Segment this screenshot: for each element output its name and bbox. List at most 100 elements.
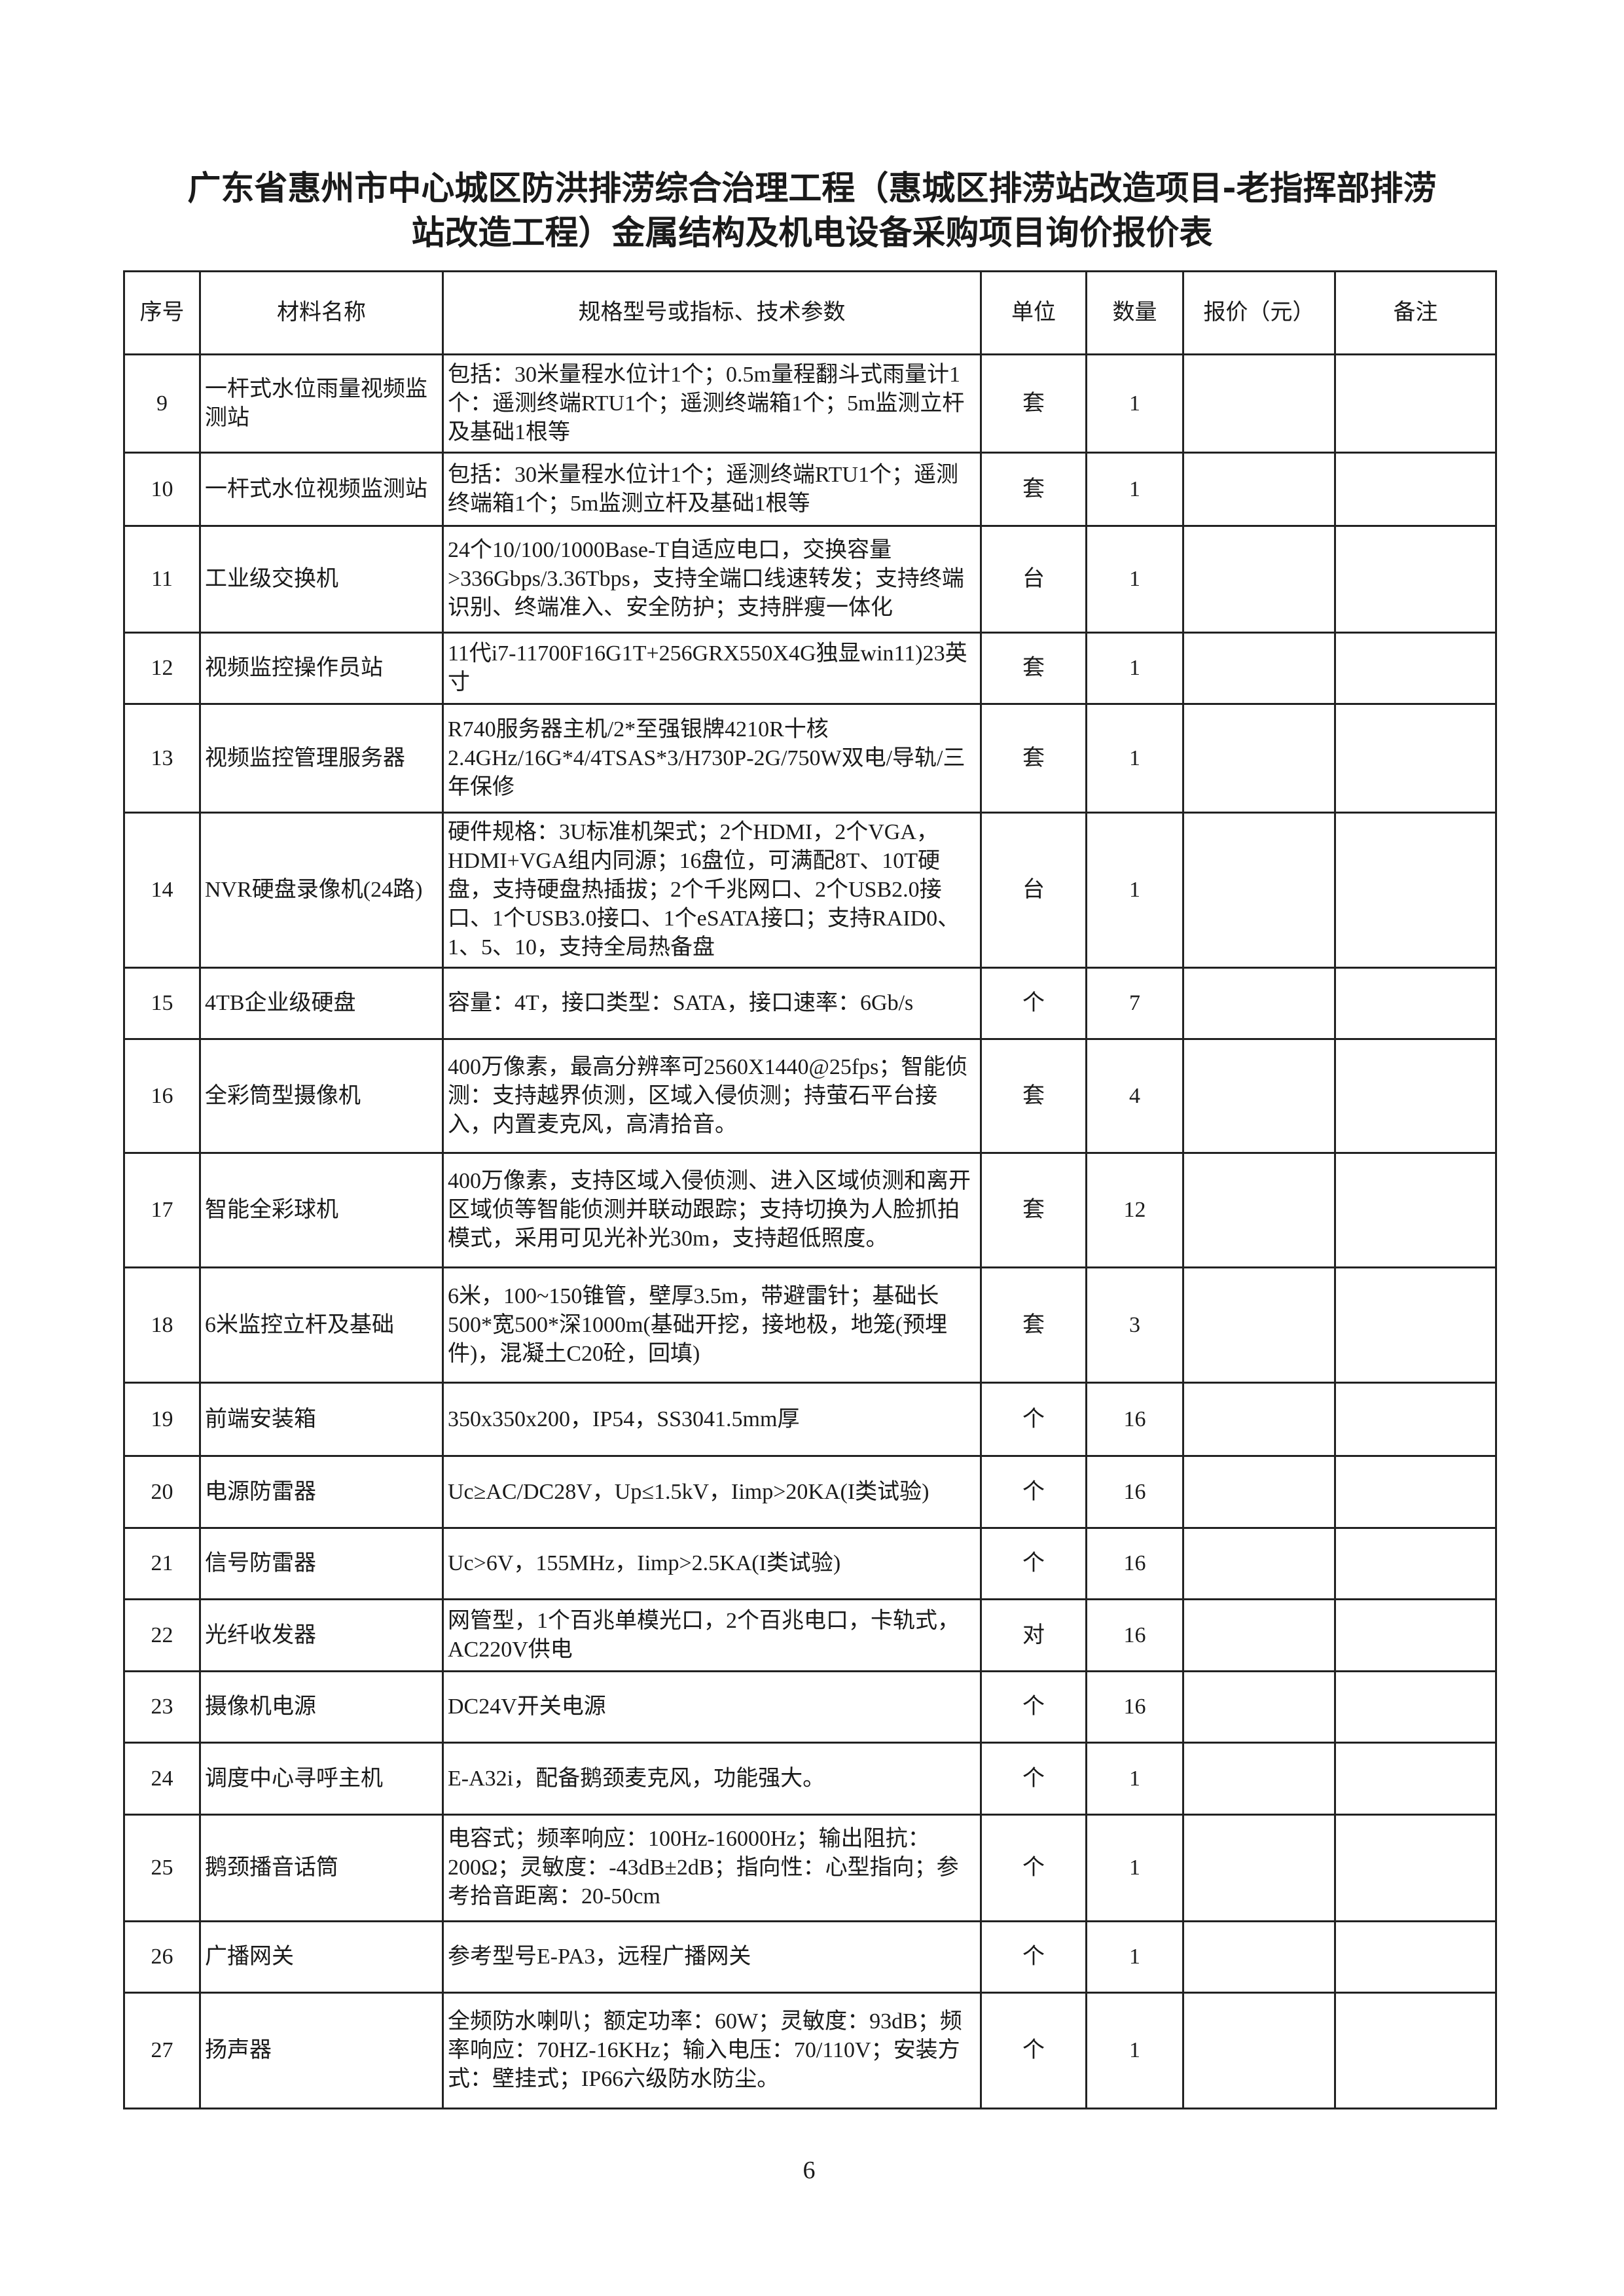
table-row: 17 智能全彩球机 400万像素，支持区域入侵侦测、进入区域侦测和离开区域侦等智能侦… [123, 1152, 1497, 1268]
table-row: 14 NVR硬盘录像机(24路) 硬件规格：3U标准机架式；2个HDMI，2个VGA… [123, 812, 1497, 969]
price-cell[interactable] [1182, 703, 1336, 814]
row-number: 9 [123, 353, 201, 454]
spec-text: R740服务器主机/2*至强银牌4210R十核2.4GHz/16G*4/4TSA… [442, 703, 982, 814]
price-cell[interactable] [1182, 1038, 1336, 1154]
note-cell[interactable] [1334, 1527, 1497, 1600]
price-cell[interactable] [1182, 1266, 1336, 1384]
row-number: 17 [123, 1152, 201, 1268]
row-number: 24 [123, 1742, 201, 1816]
spec-text: 400万像素，支持区域入侵侦测、进入区域侦测和离开区域侦等智能侦测并联动跟踪；支… [442, 1152, 982, 1268]
quantity: 1 [1085, 632, 1184, 705]
quantity: 16 [1085, 1382, 1184, 1457]
unit: 个 [980, 1670, 1087, 1744]
note-cell[interactable] [1334, 1038, 1497, 1154]
quantity: 1 [1085, 1920, 1184, 1994]
price-cell[interactable] [1182, 525, 1336, 634]
note-cell[interactable] [1334, 1382, 1497, 1457]
spec-text: 350x350x200，IP54，SS3041.5mm厚 [442, 1382, 982, 1457]
note-cell[interactable] [1334, 1455, 1497, 1529]
note-cell[interactable] [1334, 1742, 1497, 1816]
quantity: 1 [1085, 1814, 1184, 1922]
unit: 个 [980, 1527, 1087, 1600]
note-cell[interactable] [1334, 353, 1497, 454]
price-cell[interactable] [1182, 1152, 1336, 1268]
note-cell[interactable] [1334, 1814, 1497, 1922]
price-cell[interactable] [1182, 967, 1336, 1040]
table-row: 25 鹅颈播音话筒 电容式；频率响应：100Hz-16000Hz；输出阻抗：200Ω… [123, 1814, 1497, 1922]
price-cell[interactable] [1182, 1992, 1336, 2109]
unit: 个 [980, 1382, 1087, 1457]
spec-text: DC24V开关电源 [442, 1670, 982, 1744]
note-cell[interactable] [1334, 703, 1497, 814]
material-name: 智能全彩球机 [199, 1152, 444, 1268]
table-row: 15 4TB企业级硬盘 容量：4T，接口类型：SATA，接口速率：6Gb/s 个 7 [123, 967, 1497, 1040]
price-cell[interactable] [1182, 1455, 1336, 1529]
note-cell[interactable] [1334, 1670, 1497, 1744]
unit: 套 [980, 1038, 1087, 1154]
material-name: 扬声器 [199, 1992, 444, 2109]
price-cell[interactable] [1182, 1527, 1336, 1600]
row-number: 15 [123, 967, 201, 1040]
quantity: 1 [1085, 525, 1184, 634]
material-name: 视频监控管理服务器 [199, 703, 444, 814]
document-title-line-1: 广东省惠州市中心城区防洪排涝综合治理工程（惠城区排涝站改造项目-老指挥部排涝 [187, 170, 1437, 208]
header-spec: 规格型号或指标、技术参数 [442, 270, 982, 355]
note-cell[interactable] [1334, 1598, 1497, 1672]
note-cell[interactable] [1334, 1152, 1497, 1268]
header-price: 报价（元） [1182, 270, 1336, 355]
unit: 个 [980, 1992, 1087, 2109]
header-unit: 单位 [980, 270, 1087, 355]
price-cell[interactable] [1182, 452, 1336, 527]
row-number: 18 [123, 1266, 201, 1384]
table-row: 13 视频监控管理服务器 R740服务器主机/2*至强银牌4210R十核2.4GHz… [123, 703, 1497, 814]
spec-text: Uc≥AC/DC28V，Up≤1.5kV，Iimp>20KA(I类试验) [442, 1455, 982, 1529]
row-number: 13 [123, 703, 201, 814]
row-number: 19 [123, 1382, 201, 1457]
row-number: 26 [123, 1920, 201, 1994]
table-row: 10 一杆式水位视频监测站 包括：30米量程水位计1个；遥测终端RTU1个；遥测终端… [123, 452, 1497, 527]
price-cell[interactable] [1182, 1670, 1336, 1744]
table-row: 24 调度中心寻呼主机 E-A32i，配备鹅颈麦克风，功能强大。个 1 [123, 1742, 1497, 1816]
row-number: 25 [123, 1814, 201, 1922]
row-number: 21 [123, 1527, 201, 1600]
table-row: 9 一杆式水位雨量视频监测站 包括：30米量程水位计1个；0.5m量程翻斗式雨量计1… [123, 353, 1497, 454]
price-cell[interactable] [1182, 1598, 1336, 1672]
price-cell[interactable] [1182, 812, 1336, 969]
spec-text: 网管型，1个百兆单模光口，2个百兆电口，卡轨式，AC220V供电 [442, 1598, 982, 1672]
price-cell[interactable] [1182, 1814, 1336, 1922]
material-name: 信号防雷器 [199, 1527, 444, 1600]
material-name: 摄像机电源 [199, 1670, 444, 1744]
price-cell[interactable] [1182, 1920, 1336, 1994]
note-cell[interactable] [1334, 967, 1497, 1040]
material-name: 全彩筒型摄像机 [199, 1038, 444, 1154]
spec-text: 电容式；频率响应：100Hz-16000Hz；输出阻抗：200Ω；灵敏度：-43… [442, 1814, 982, 1922]
quantity: 1 [1085, 1992, 1184, 2109]
price-cell[interactable] [1182, 1382, 1336, 1457]
note-cell[interactable] [1334, 452, 1497, 527]
note-cell[interactable] [1334, 1266, 1497, 1384]
unit: 对 [980, 1598, 1087, 1672]
spec-text: 6米，100~150锥管，壁厚3.5m，带避雷针；基础长500*宽500*深10… [442, 1266, 982, 1384]
table-header-row: 序号 材料名称 规格型号或指标、技术参数 单位 数量 报价（元） 备注 [123, 270, 1497, 355]
note-cell[interactable] [1334, 1920, 1497, 1994]
material-name: 前端安装箱 [199, 1382, 444, 1457]
price-cell[interactable] [1182, 353, 1336, 454]
price-cell[interactable] [1182, 632, 1336, 705]
unit: 套 [980, 1266, 1087, 1384]
table-row: 27 扬声器 全频防水喇叭；额定功率：60W；灵敏度：93dB；频率响应：70HZ-… [123, 1992, 1497, 2109]
table-row: 11 工业级交换机 24个10/100/1000Base-T自适应电口，交换容量>3… [123, 525, 1497, 634]
page-number: 6 [803, 2157, 816, 2184]
header-material-name: 材料名称 [199, 270, 444, 355]
note-cell[interactable] [1334, 1992, 1497, 2109]
spec-text: 11代i7-11700F16G1T+256GRX550X4G独显win11)23… [442, 632, 982, 705]
header-note: 备注 [1334, 270, 1497, 355]
price-cell[interactable] [1182, 1742, 1336, 1816]
note-cell[interactable] [1334, 632, 1497, 705]
note-cell[interactable] [1334, 812, 1497, 969]
quantity: 1 [1085, 353, 1184, 454]
unit: 个 [980, 1742, 1087, 1816]
material-name: 电源防雷器 [199, 1455, 444, 1529]
material-name: 4TB企业级硬盘 [199, 967, 444, 1040]
spec-text: E-A32i，配备鹅颈麦克风，功能强大。 [442, 1742, 982, 1816]
note-cell[interactable] [1334, 525, 1497, 634]
